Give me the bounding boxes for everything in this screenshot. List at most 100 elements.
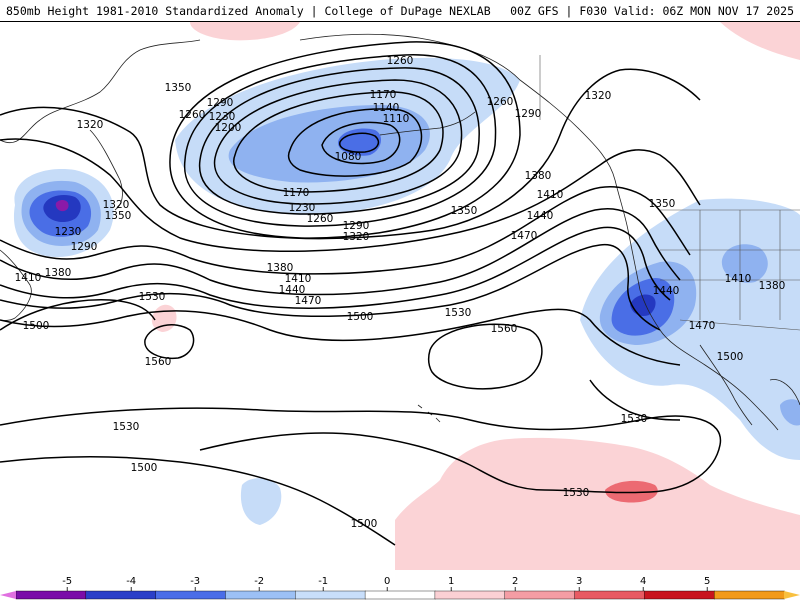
label-1080: 1080 [335, 151, 362, 163]
contour-1230 [198, 67, 480, 215]
label-1260-west: 1260 [179, 109, 206, 121]
contour-1200 [213, 79, 463, 205]
label-1500-west: 1500 [23, 320, 50, 332]
label-1260-south: 1260 [307, 213, 334, 225]
anomaly-neg2-great-basin [721, 244, 768, 283]
colorbar-tick-label: -3 [190, 576, 200, 587]
coastline-kamchatka [89, 129, 123, 211]
label-1170-north: 1170 [370, 89, 397, 101]
contour-1530-north [0, 299, 156, 331]
label-1500-central: 1500 [347, 311, 374, 323]
label-1380-west: 1380 [45, 267, 72, 279]
contour-1410 [0, 208, 681, 296]
colorbar-bin [644, 590, 715, 600]
colorbar-bin [574, 590, 646, 600]
label-1200-west: 1200 [215, 122, 242, 134]
label-1530-coast: 1530 [621, 413, 648, 425]
coastlines [0, 33, 800, 431]
colorbar-bin [434, 590, 506, 600]
anomaly-neg5-west-pacific [55, 200, 69, 212]
anomaly-neg2-gulf-alaska [228, 105, 430, 183]
label-1320-west-low: 1320 [103, 199, 130, 211]
colorbar-tick-label: 3 [576, 576, 582, 587]
label-1410-west: 1410 [15, 272, 42, 284]
contour-1530-south [0, 407, 722, 494]
label-1380-central: 1380 [267, 262, 294, 274]
colorbar-bins [15, 590, 785, 600]
label-1260-north: 1260 [387, 55, 414, 67]
label-1320-northwest: 1320 [77, 119, 104, 131]
label-1290-west: 1290 [207, 97, 234, 109]
label-1350-central: 1350 [451, 205, 478, 217]
coastline-alaska [299, 33, 616, 181]
contour-1560-closed-east [427, 323, 543, 390]
label-1500-coast: 1500 [717, 351, 744, 363]
colorbar-tick-label: 2 [512, 576, 518, 587]
contour-1290 [169, 41, 521, 239]
coastline-gulf [769, 379, 800, 406]
contour-labels: 1260 1350 1290 1260 1230 1200 1170 1140 … [15, 55, 786, 530]
colorbar-tick-label: -4 [126, 576, 136, 587]
label-1230-west: 1230 [209, 111, 236, 123]
colorbar-tick-label: 1 [448, 576, 454, 587]
colorbar-tick-label: 0 [384, 576, 390, 587]
contour-1260-north [183, 54, 497, 227]
contour-1380 [0, 186, 691, 275]
label-1530-west: 1530 [139, 291, 166, 303]
height-contours [0, 41, 722, 546]
contour-1350-main [0, 138, 701, 253]
coastline-baja [699, 344, 753, 426]
contour-1110 [321, 121, 401, 165]
anomaly-pos1-subtropical [395, 437, 800, 570]
political-borders [539, 55, 800, 331]
colorbar-bin [713, 590, 785, 600]
label-1290-south: 1290 [343, 220, 370, 232]
colorbar-bin [15, 590, 87, 600]
colorbar-tick-label: 4 [640, 576, 646, 587]
label-1470-east: 1470 [511, 230, 538, 242]
label-1260-east: 1260 [487, 96, 514, 108]
anomaly-pos1-north [190, 22, 300, 41]
contour-1440 [0, 226, 671, 309]
label-1170-south: 1170 [283, 187, 310, 199]
colorbar-bin [364, 590, 436, 600]
contour-1170 [233, 91, 444, 193]
colorbar-left-arrow [0, 591, 16, 599]
label-1530-central: 1530 [445, 307, 472, 319]
contour-1470 [0, 244, 661, 331]
colorbar-tick-label: -2 [254, 576, 264, 587]
label-1350-west: 1350 [165, 82, 192, 94]
anomaly-neg4-west-us [630, 294, 656, 316]
label-1290-west-low: 1290 [71, 241, 98, 253]
label-1530-south: 1530 [113, 421, 140, 433]
contour-1140 [287, 108, 423, 177]
colorbar-bin [295, 590, 366, 600]
label-1440-central: 1440 [279, 284, 306, 296]
label-1440-coast: 1440 [653, 285, 680, 297]
anomaly-neg2-gulf-mexico [780, 399, 800, 426]
colorbar-ticks: -5 -4 -3 -2 -1 0 1 2 3 4 5 [62, 576, 710, 591]
label-1500-south-west: 1500 [131, 462, 158, 474]
colorbar-bin [85, 590, 157, 600]
colorbar-bin [155, 590, 227, 600]
coastline-asia [0, 39, 201, 143]
label-1380-inland: 1380 [759, 280, 786, 292]
colorbar: -5 -4 -3 -2 -1 0 1 2 3 4 5 [0, 576, 800, 600]
map-title: 850mb Height 1981-2010 Standardized Anom… [6, 4, 491, 18]
label-1110: 1110 [383, 113, 410, 125]
label-1470-central: 1470 [295, 295, 322, 307]
contour-1500-north [0, 308, 681, 366]
colorbar-bin [504, 590, 576, 600]
label-1410-inland: 1410 [725, 273, 752, 285]
label-1560-west: 1560 [145, 356, 172, 368]
contour-1080 [339, 132, 380, 153]
label-1320-northeast: 1320 [585, 90, 612, 102]
colorbar-tick-label: -1 [318, 576, 328, 587]
label-1350-coast: 1350 [649, 198, 676, 210]
label-1350-west-low: 1350 [105, 210, 132, 222]
border-us-mexico [679, 319, 800, 331]
label-1230-west-low: 1230 [55, 226, 82, 238]
weather-map: 1260 1350 1290 1260 1230 1200 1170 1140 … [0, 22, 800, 570]
colorbar-bin [225, 590, 296, 600]
anomaly-shading [13, 22, 800, 570]
